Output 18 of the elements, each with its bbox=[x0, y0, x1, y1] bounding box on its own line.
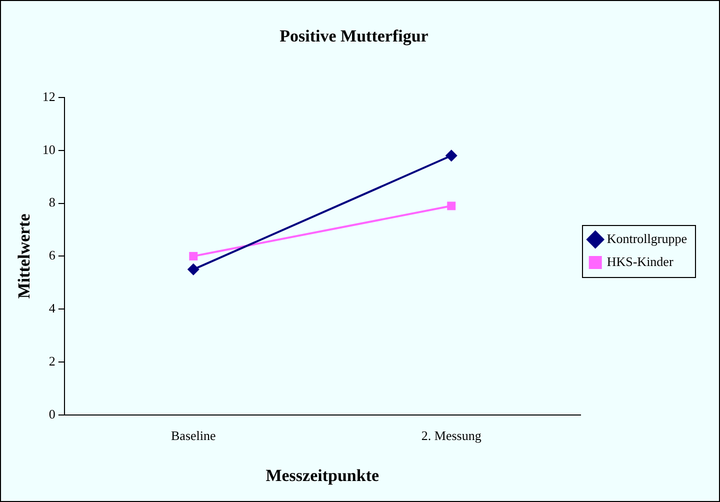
y-tick-label: 2 bbox=[48, 353, 56, 368]
y-tick-label: 12 bbox=[42, 88, 56, 104]
point bbox=[445, 150, 458, 162]
legend-label: Kontrollgruppe bbox=[606, 230, 688, 246]
y-tick-label: 6 bbox=[48, 248, 56, 263]
y-tick-label: 4 bbox=[48, 300, 56, 316]
y-axis-title: Mittelwerte bbox=[14, 213, 34, 299]
x-axis-title: Messzeitpunkte bbox=[266, 466, 380, 486]
point bbox=[447, 202, 456, 210]
y-tick-label: 0 bbox=[48, 406, 56, 422]
x-tick-label: 2. Messung bbox=[421, 428, 482, 444]
point bbox=[189, 252, 198, 260]
chart-title: Positive Mutterfigur bbox=[280, 26, 429, 46]
y-tick-label: 10 bbox=[42, 142, 56, 157]
x-tick-label: Baseline bbox=[171, 428, 216, 444]
legend-label: HKS-Kinder bbox=[606, 254, 674, 269]
y-tick-label: 8 bbox=[48, 194, 56, 210]
point bbox=[187, 263, 200, 276]
